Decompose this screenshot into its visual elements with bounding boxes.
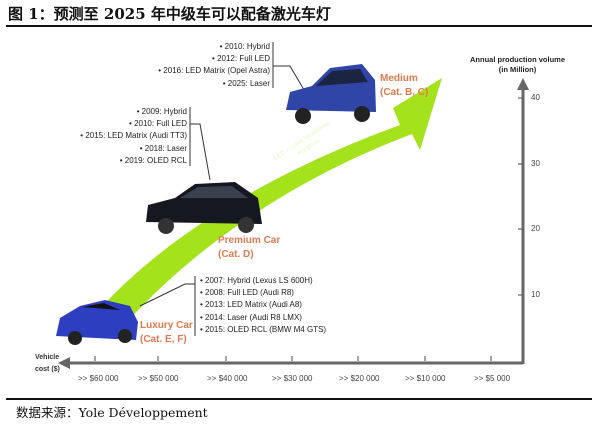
title-rule [6,25,592,27]
figure-title: 图 1：预测至 2025 年中级车可以配备激光车灯 [8,5,331,23]
luxury-category-label: Luxury Car (Cat. E, F) [140,319,193,347]
category-class: (Cat. D) [218,249,254,260]
x-axis-title-line: Vehicle [35,354,60,361]
list-item: • 2015: OLED RCL (BMW M4 GTS) [200,324,327,334]
x-tick-label: >> $20 000 [339,374,380,383]
production-axis [58,78,529,369]
list-item: • 2014: Laser (Audi R8 LMX) [200,312,302,322]
list-item: • 2018: Laser [139,143,187,153]
y-tick-label: 40 [531,93,540,102]
y-axis-title: Annual production volume (in Million) [470,55,565,75]
x-tick-label: >> $5 000 [474,374,511,383]
list-item: • 2015: LED Matrix (Audi TT3) [80,131,187,141]
axis-ticks [94,97,522,361]
x-axis-title-line: cost ($) [35,366,60,373]
x-tick-label: >> $60 000 [78,374,119,383]
list-item: • 2012: Full LED [212,54,270,64]
medium-category-label: Medium (Cat. B, C) [380,72,428,100]
y-axis-title-line: Annual production volume [470,55,565,64]
medium-feature-list: • 2010: Hybrid • 2012: Full LED • 2016: … [158,41,270,90]
x-axis-title: Vehicle cost ($) [35,352,60,376]
list-item: • 2008: Full LED (Audi R8) [200,288,294,298]
y-tick-label: 30 [531,159,540,168]
list-item: • 2016: LED Matrix (Opel Astra) [158,66,270,76]
medium-car-image [286,64,376,124]
x-tick-label: >> $40 000 [207,374,248,383]
list-item: • 2013: LED Matrix (Audi A8) [200,300,302,310]
premium-category-label: Premium Car (Cat. D) [218,234,280,262]
y-axis-title-line: (in Million) [498,65,537,74]
source-rule [6,398,592,400]
category-name: Premium Car [218,235,281,246]
source-note: 数据来源：Yole Développement [16,405,208,420]
category-class: (Cat. B, C) [380,87,429,98]
premium-feature-list: • 2009: Hybrid • 2010: Full LED • 2015: … [80,106,187,167]
list-item: • 2025: Laser [222,78,270,88]
x-tick-label: >> $30 000 [272,374,313,383]
list-item: • 2009: Hybrid [136,107,187,116]
x-tick-label: >> $10 000 [405,374,446,383]
y-tick-label: 20 [531,224,540,233]
category-name: Medium [380,73,418,84]
list-item: • 2007: Hybrid (Lexus LS 600H) [200,276,313,285]
connector-lines [139,42,308,336]
list-item: • 2010: Full LED [129,119,187,129]
luxury-feature-list: • 2007: Hybrid (Lexus LS 600H) • 2008: F… [200,275,326,336]
luxury-car-image [56,300,138,345]
list-item: • 2019: OLED RCL [119,155,187,165]
premium-car-image [146,182,262,234]
y-tick-label: 10 [531,290,540,299]
list-item: • 2010: Hybrid [219,42,270,51]
category-class: (Cat. E, F) [140,334,187,345]
x-tick-label: >> $50 000 [138,374,179,383]
category-name: Luxury Car [140,320,193,331]
adoption-arrow [92,78,442,330]
